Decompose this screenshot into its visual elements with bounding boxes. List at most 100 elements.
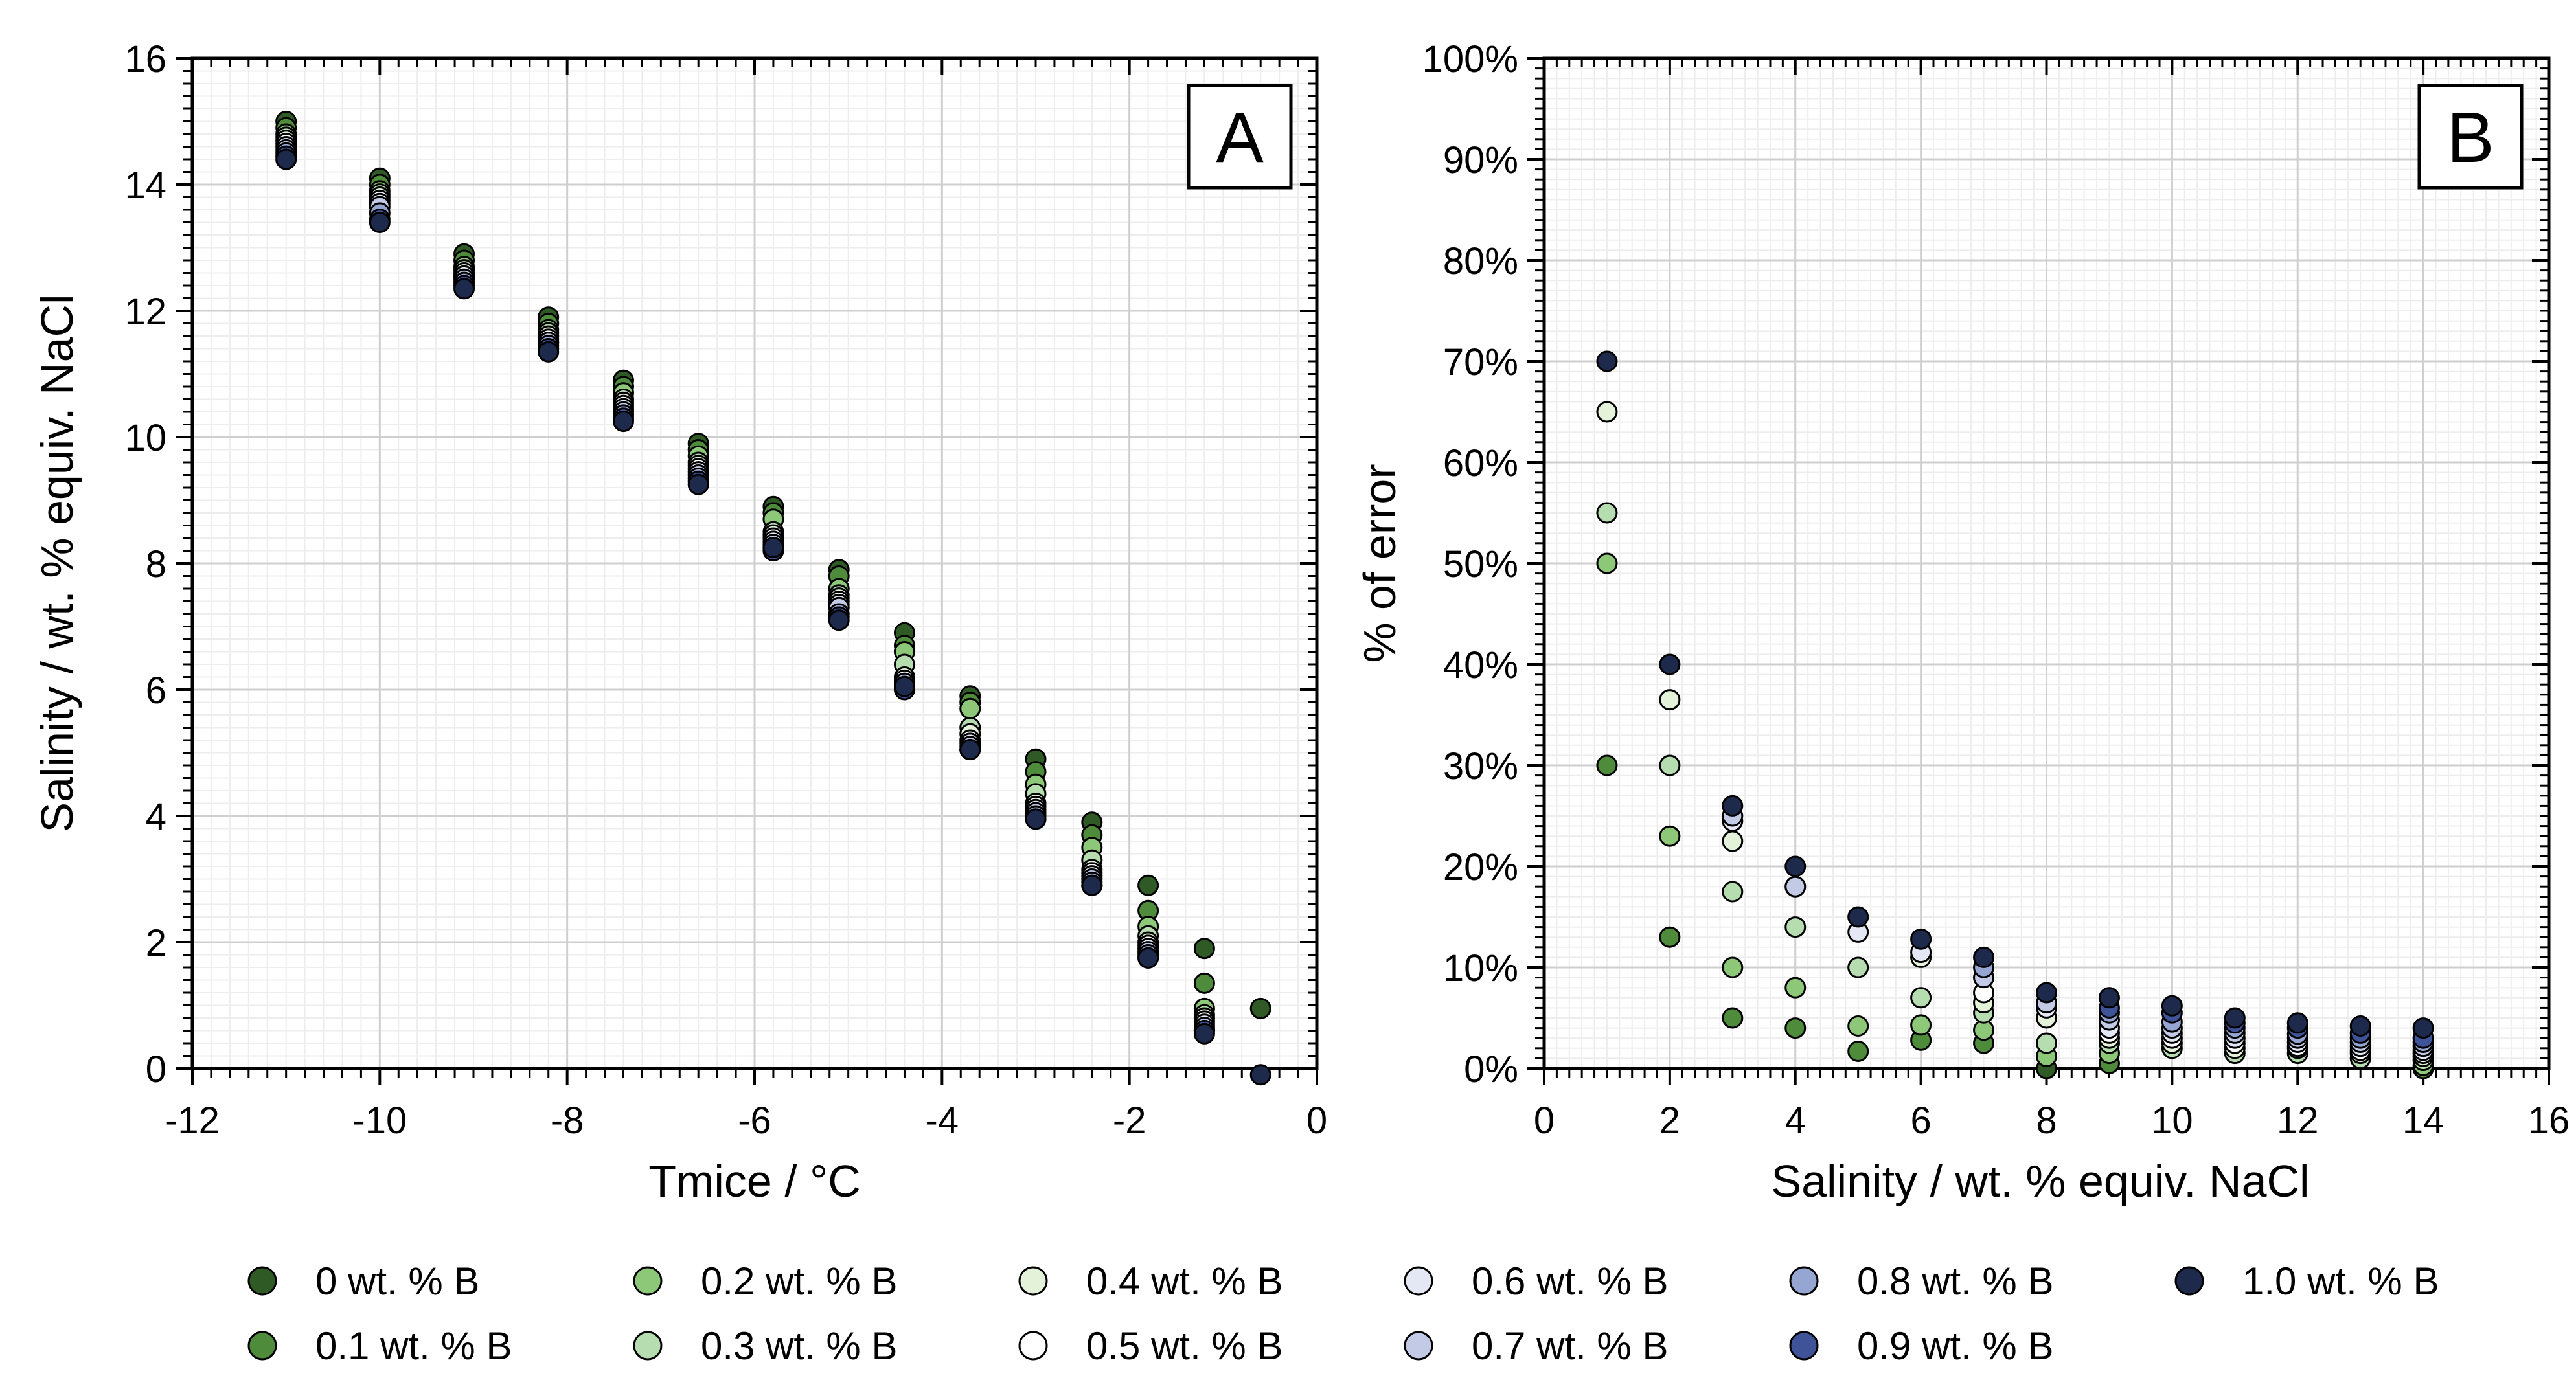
- panel-a-point: [1193, 972, 1215, 994]
- panel-a-y-tick-label: 0: [146, 1048, 166, 1090]
- panel-a-ticks: [176, 57, 1318, 1085]
- panel-b-point: [2349, 1015, 2371, 1037]
- panel-b-point: [1910, 1014, 1932, 1036]
- panel-b-y-tick-label: 0%: [1464, 1048, 1518, 1090]
- panel-b-letter: B: [2446, 98, 2494, 177]
- panel-b-point: [1596, 552, 1618, 574]
- panel-b-x-tick-label: 4: [1785, 1100, 1806, 1142]
- panel-b-y-tick-label: 90%: [1443, 139, 1518, 181]
- panel-b-point: [1596, 754, 1618, 776]
- legend-marker: [1018, 1266, 1048, 1296]
- panel-b-point: [1784, 977, 1807, 999]
- panel-a-point: [612, 411, 634, 433]
- panel-a-points: [275, 111, 1271, 1086]
- panel-b-point: [2224, 1007, 2246, 1029]
- panel-a-point: [959, 739, 981, 761]
- panel-b-point: [2036, 1032, 2057, 1054]
- panel-b-point: [1596, 350, 1618, 372]
- panel-a-point: [538, 341, 560, 363]
- panel-a-point: [453, 278, 475, 300]
- panel-a-point: [828, 609, 850, 631]
- legend-label: 0.1 wt. % B: [315, 1324, 512, 1368]
- legend-marker: [633, 1266, 663, 1296]
- legend-marker: [247, 1331, 277, 1361]
- panel-a-x-tick-label: -10: [352, 1100, 407, 1142]
- panel-b-ticks: [1527, 57, 2550, 1085]
- panel-b-point: [1784, 1017, 1807, 1039]
- panel-b-point: [1659, 926, 1681, 948]
- panel-b-point: [1722, 956, 1744, 978]
- panel-b-point: [1784, 855, 1807, 877]
- panel-b-y-tick-label: 80%: [1443, 240, 1518, 282]
- panel-a-x-tick-label: -6: [738, 1100, 771, 1142]
- panel-a-point: [893, 675, 915, 697]
- panel-b-point: [1659, 653, 1681, 675]
- panel-b-point: [2412, 1017, 2434, 1039]
- panel-a-x-tick-label: -2: [1113, 1100, 1146, 1142]
- panel-b-y-tick-label: 20%: [1443, 846, 1518, 888]
- legend-item: 0 wt. % B: [247, 1259, 479, 1303]
- legend-item: 1.0 wt. % B: [2174, 1259, 2439, 1303]
- panel-b-point: [2036, 982, 2057, 1004]
- legend-item: 0.7 wt. % B: [1404, 1324, 1668, 1368]
- panel-a-y-tick-label: 2: [146, 922, 166, 964]
- panel-a-y-tick-label: 12: [124, 291, 166, 333]
- panel-b-y-tick-label: 40%: [1443, 644, 1518, 686]
- panel-a-letter: A: [1216, 98, 1264, 177]
- panel-b-point: [1722, 795, 1744, 817]
- panel-b-point: [1973, 946, 1995, 968]
- panel-b-x-tick-label: 2: [1659, 1100, 1680, 1142]
- panel-b-point: [1722, 830, 1744, 852]
- legend-marker: [1789, 1331, 1819, 1361]
- panel-b-y-tick-label: 100%: [1422, 38, 1518, 80]
- legend-item: 0.2 wt. % B: [633, 1259, 897, 1303]
- legend-label: 0.4 wt. % B: [1086, 1259, 1282, 1303]
- panel-b-point: [1659, 754, 1681, 776]
- panel-b-point: [1784, 916, 1807, 938]
- panel-b-letter-box: B: [2417, 84, 2524, 190]
- panel-a-point: [1249, 1064, 1271, 1086]
- legend-label: 0.5 wt. % B: [1086, 1324, 1282, 1368]
- panel-b-x-tick-label: 8: [2036, 1100, 2057, 1142]
- panel-a-x-tick-label: -12: [165, 1100, 220, 1142]
- panel-a-x-axis-title: Tmice / °C: [648, 1156, 860, 1206]
- panel-b-point: [1847, 1015, 1869, 1037]
- panel-a-letter-box: A: [1187, 84, 1293, 190]
- panel-b: 0 2 4 6 8 10 12 14 16 0% 10% 20% 30% 40% 50% 60% 70% 80% 9…: [1354, 38, 2570, 1206]
- legend-item: 0.9 wt. % B: [1789, 1324, 2053, 1368]
- legend-marker: [1789, 1266, 1819, 1296]
- panel-b-x-tick-label: 12: [2277, 1100, 2319, 1142]
- panel-b-tick-labels: 0 2 4 6 8 10 12 14 16 0% 10% 20% 30% 40% 50% 60% 70% 80% 9…: [1422, 38, 2570, 1142]
- legend-marker: [633, 1331, 663, 1361]
- panel-a-point: [1193, 938, 1215, 960]
- panel-b-y-tick-label: 50%: [1443, 543, 1518, 585]
- panel-a-point: [1081, 874, 1103, 896]
- panel-a-point: [1137, 947, 1159, 969]
- panel-b-point: [1596, 401, 1618, 423]
- legend-label: 0.6 wt. % B: [1472, 1259, 1668, 1303]
- panel-a-point: [1025, 808, 1047, 830]
- legend-marker: [1018, 1331, 1048, 1361]
- panel-b-point: [1910, 987, 1932, 1009]
- panel-b-y-tick-label: 70%: [1443, 341, 1518, 383]
- legend-marker: [1404, 1331, 1433, 1361]
- panel-a-x-tick-label: 0: [1306, 1100, 1327, 1142]
- panel-b-point: [1910, 928, 1932, 950]
- panel-a-point: [1193, 1022, 1215, 1045]
- panel-a-x-tick-label: -8: [551, 1100, 584, 1142]
- panel-a-y-tick-label: 14: [124, 164, 166, 207]
- legend: 0 wt. % B 0.1 wt. % B 0.2 wt. % B 0.3 wt. %…: [247, 1259, 2439, 1368]
- legend-label: 0.7 wt. % B: [1472, 1324, 1668, 1368]
- panel-b-point: [1659, 689, 1681, 711]
- legend-item: 0.3 wt. % B: [633, 1324, 897, 1368]
- legend-item: 0.6 wt. % B: [1404, 1259, 1668, 1303]
- panel-b-grid: [1543, 57, 2550, 1070]
- panel-b-x-axis-title: Salinity / wt. % equiv. NaCl: [1771, 1156, 2309, 1206]
- panel-a-y-tick-label: 6: [146, 670, 166, 712]
- panel-b-point: [1722, 881, 1744, 903]
- legend-label: 0.3 wt. % B: [701, 1324, 897, 1368]
- legend-item: 0.4 wt. % B: [1018, 1259, 1282, 1303]
- legend-label: 0.2 wt. % B: [701, 1259, 897, 1303]
- panel-a-point: [687, 473, 709, 495]
